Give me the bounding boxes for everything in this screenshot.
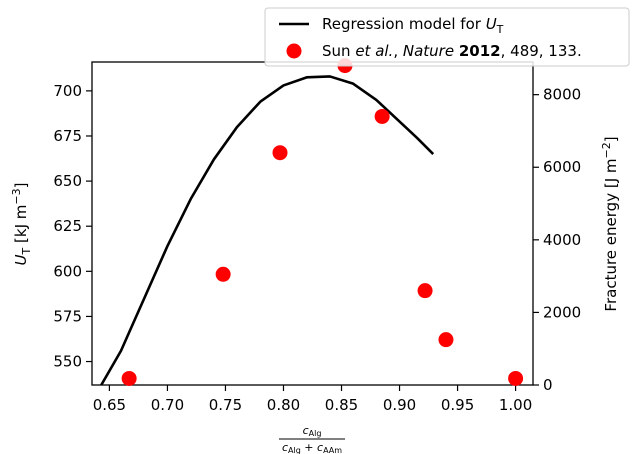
- right-y-axis: 0 2000 4000 6000 8000: [533, 86, 581, 394]
- legend: Regression model for UT Sun et al., Natu…: [264, 7, 630, 67]
- regression-line: [100, 75, 435, 386]
- data-point: [374, 108, 390, 124]
- data-point: [215, 266, 231, 282]
- x-axis: 0.65 0.70 0.75 0.80 0.85 0.90 0.95 1.00: [93, 385, 532, 414]
- right-y-tick-label: 0: [543, 376, 553, 394]
- svg-text:cAlg: cAlg: [303, 424, 322, 438]
- right-y-tick-label: 4000: [543, 231, 581, 249]
- svg-text:cAlg + cAAm: cAlg + cAAm: [282, 441, 342, 454]
- right-y-tick-label: 2000: [543, 303, 581, 321]
- x-tick-label: 0.85: [325, 396, 358, 414]
- data-point: [438, 332, 454, 348]
- x-tick-label: 0.70: [151, 396, 184, 414]
- x-tick-label: 0.75: [209, 396, 242, 414]
- legend-marker-swatch: [286, 43, 302, 59]
- legend-regression-label: Regression model for UT: [322, 15, 504, 36]
- series-layer: [100, 58, 524, 386]
- left-y-axis: 550 575 600 625 650 675 700: [53, 82, 92, 371]
- left-y-tick-label: 600: [53, 262, 82, 280]
- x-tick-label: 0.95: [441, 396, 474, 414]
- left-y-tick-label: 700: [53, 82, 82, 100]
- x-tick-label: 0.80: [267, 396, 300, 414]
- legend-sun-label: Sun et al., Nature 2012, 489, 133.: [322, 42, 582, 60]
- left-y-tick-label: 625: [53, 217, 82, 235]
- x-axis-label: cAlg cAlg + cAAm: [279, 424, 345, 454]
- data-point: [121, 370, 137, 386]
- left-y-tick-label: 650: [53, 172, 82, 190]
- x-tick-label: 1.00: [499, 396, 532, 414]
- x-tick-label: 0.65: [93, 396, 126, 414]
- left-y-tick-label: 550: [53, 353, 82, 371]
- right-y-axis-label: Fracture energy [J m−2]: [600, 136, 620, 311]
- left-y-tick-label: 675: [53, 127, 82, 145]
- plot-area-frame: [91, 61, 534, 386]
- right-y-tick-label: 8000: [543, 86, 581, 104]
- data-point: [508, 370, 524, 386]
- x-tick-label: 0.90: [383, 396, 416, 414]
- data-point: [272, 145, 288, 161]
- right-y-tick-label: 6000: [543, 158, 581, 176]
- left-y-axis-label: UT [kJ m−3]: [10, 183, 33, 266]
- legend-box: [264, 7, 630, 67]
- left-y-tick-label: 575: [53, 307, 82, 325]
- data-point: [417, 283, 433, 299]
